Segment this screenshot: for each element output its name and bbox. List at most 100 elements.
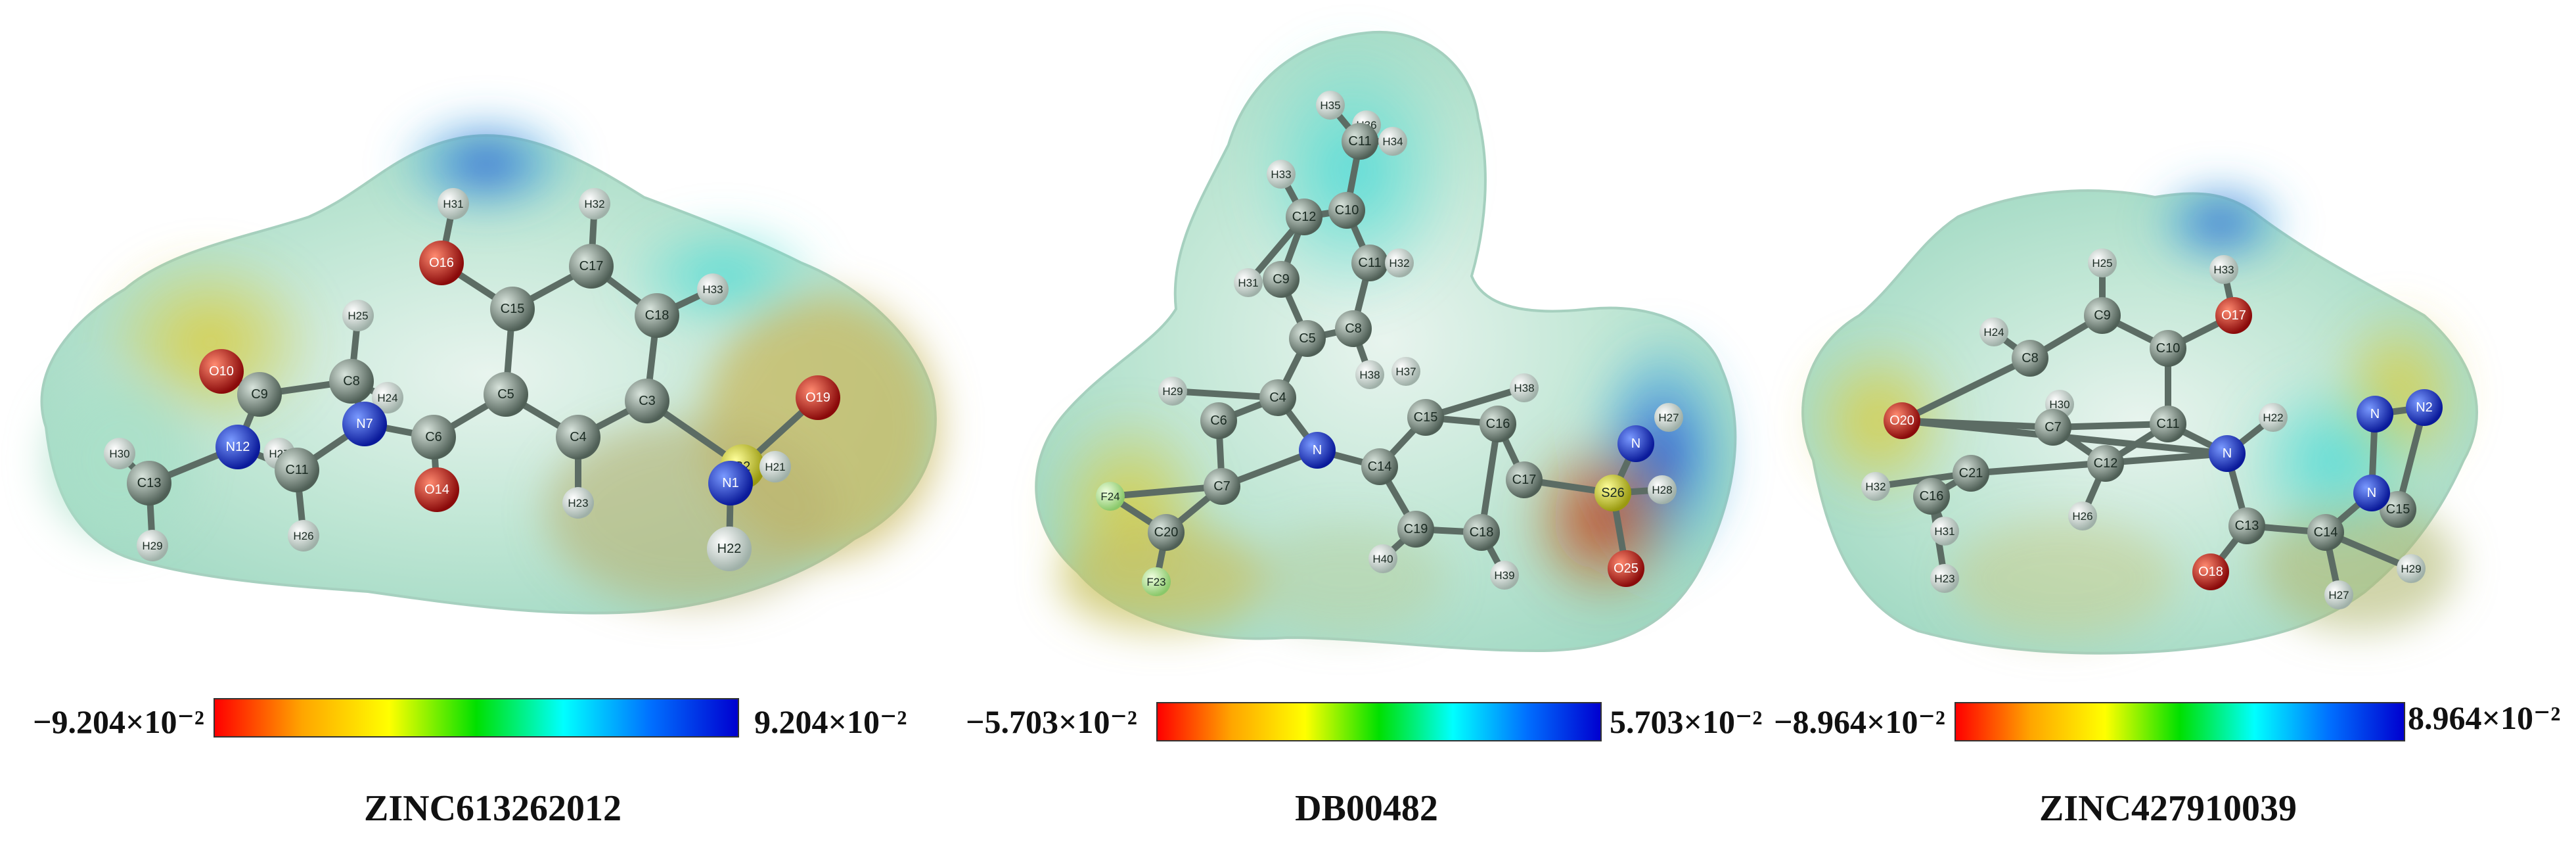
atom-label: H37 — [1395, 365, 1416, 378]
atom — [1378, 127, 1407, 156]
atom-label: N7 — [356, 417, 373, 431]
atom-label: H24 — [377, 392, 397, 404]
atom-label: H38 — [1514, 382, 1534, 394]
atom-label: H29 — [1162, 385, 1183, 398]
atom — [1299, 432, 1336, 469]
atom-label: C9 — [2094, 308, 2111, 323]
atom — [796, 375, 840, 420]
atom — [275, 448, 319, 492]
atoms: H31 O16 C17 H32 C15 C18 H33 H25 C8 O10 C9 H24 N7 N12 H… — [104, 91, 2443, 609]
colorbar-3-min: −8.964×10⁻² — [1774, 703, 1945, 740]
atom-label: N1 — [722, 476, 739, 490]
atom-label: O10 — [209, 364, 234, 379]
colorbar-3 — [1955, 702, 2405, 741]
atom-label: F24 — [1100, 490, 1119, 503]
atom — [2088, 248, 2117, 277]
atom-label: C16 — [1920, 489, 1944, 504]
atom-label: H26 — [2072, 510, 2092, 523]
atom-label: H30 — [109, 448, 129, 460]
atom-label: H33 — [1271, 168, 1291, 181]
atom — [1204, 468, 1240, 505]
atom — [372, 382, 403, 413]
atom — [342, 402, 387, 446]
atom — [104, 438, 135, 469]
atom — [2192, 553, 2229, 590]
atom — [697, 273, 729, 305]
atom — [2035, 409, 2071, 446]
atom-label: H38 — [1359, 369, 1380, 381]
atom — [1979, 317, 2008, 346]
atom-label: H31 — [1934, 525, 1955, 538]
atom — [759, 451, 791, 482]
atom — [569, 244, 614, 289]
bond — [1899, 355, 2033, 424]
atom — [1234, 268, 1263, 297]
atom — [2259, 403, 2288, 432]
atom-label: N — [1631, 436, 1640, 451]
atom — [484, 372, 528, 417]
atom — [1259, 379, 1296, 416]
atom — [707, 527, 752, 571]
atom-label: F23 — [1146, 576, 1165, 588]
atom — [635, 293, 679, 338]
atom-label: H35 — [1320, 99, 1340, 112]
atom — [2068, 502, 2097, 530]
atom-label: C14 — [2314, 525, 2338, 540]
atom — [1594, 475, 1631, 511]
atom-label: C17 — [579, 259, 604, 273]
atom — [556, 415, 600, 459]
atom — [1355, 360, 1384, 389]
atom-label: H32 — [1389, 257, 1409, 270]
atom-label: O20 — [1889, 413, 1914, 428]
atom — [2084, 297, 2121, 334]
atom-label: H22 — [2263, 411, 2283, 424]
atom — [1397, 511, 1434, 548]
atom-label: C13 — [137, 476, 162, 490]
atom — [2215, 297, 2252, 334]
atom-label: H28 — [1652, 484, 1672, 496]
atom-label: O18 — [2198, 565, 2223, 579]
atom-label: C9 — [1273, 272, 1290, 287]
atom-label: C6 — [1210, 413, 1227, 428]
atom — [199, 349, 244, 394]
atom-label: H40 — [1372, 553, 1393, 565]
atom-label: C11 — [2156, 417, 2179, 431]
atom — [1158, 377, 1187, 406]
atom — [579, 188, 610, 220]
atom — [1286, 199, 1322, 235]
atom-label: C3 — [639, 394, 656, 408]
colorbar-2 — [1156, 702, 1602, 741]
atom-label: C7 — [1213, 479, 1231, 494]
atom — [1930, 517, 1959, 546]
colorbar-2-min: −5.703×10⁻² — [966, 703, 1137, 740]
atom — [2087, 445, 2124, 482]
atom — [1648, 475, 1677, 504]
atom — [1506, 461, 1543, 498]
atom — [2357, 396, 2393, 433]
atom-label: N — [2223, 446, 2232, 461]
atom — [1361, 448, 1398, 485]
atom-label: C20 — [1154, 525, 1179, 540]
atom — [1654, 403, 1683, 432]
atom — [419, 241, 464, 285]
atom — [490, 287, 535, 331]
colorbar-2-max: 5.703×10⁻² — [1610, 703, 1763, 740]
atom — [1335, 310, 1372, 347]
atom — [2397, 554, 2426, 583]
atom — [708, 461, 753, 505]
atom-label: N12 — [226, 440, 250, 454]
atom-label: S26 — [1601, 486, 1625, 500]
atom — [1142, 567, 1171, 596]
atom-label: C8 — [343, 374, 360, 388]
atom-label: H22 — [717, 542, 742, 556]
atom-label: N — [2367, 486, 2376, 500]
atom — [1930, 564, 1959, 593]
panel-3-title: ZINC427910039 — [2039, 788, 2297, 829]
atom-label: C9 — [251, 387, 268, 402]
atom — [1368, 544, 1397, 573]
atom-label: H33 — [702, 283, 723, 296]
atom — [127, 461, 171, 505]
atom — [2353, 475, 2390, 511]
atom — [1913, 478, 1950, 515]
atom — [1953, 455, 1989, 492]
